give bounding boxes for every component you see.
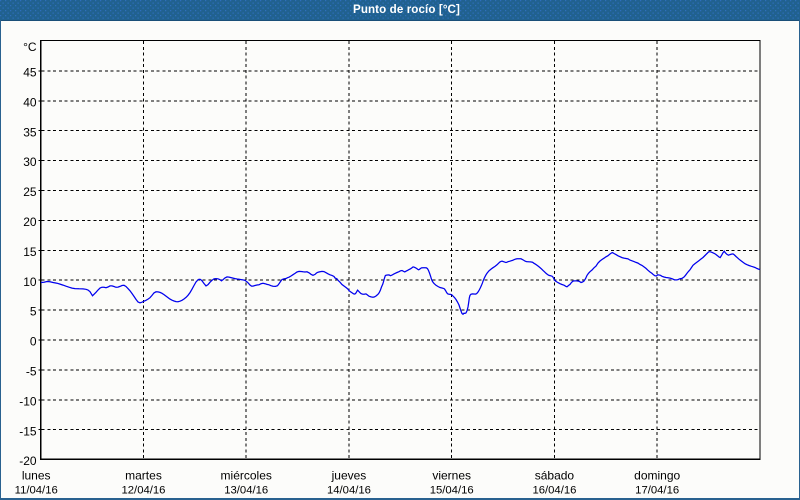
svg-text:viernes: viernes [432,468,471,482]
svg-text:-5: -5 [26,365,37,379]
svg-text:30: 30 [23,155,37,169]
svg-text:25: 25 [23,185,37,199]
svg-text:jueves: jueves [331,468,367,482]
svg-text:domingo: domingo [634,468,680,482]
svg-text:15: 15 [23,245,37,259]
svg-text:°C: °C [23,40,37,54]
svg-text:10: 10 [23,275,37,289]
svg-text:14/04/16: 14/04/16 [327,485,371,497]
svg-text:12/04/16: 12/04/16 [121,485,165,497]
svg-text:sábado: sábado [535,468,575,482]
svg-text:20: 20 [23,215,37,229]
svg-text:lunes: lunes [22,468,51,482]
svg-text:11/04/16: 11/04/16 [15,485,58,497]
svg-text:35: 35 [23,125,37,139]
svg-text:0: 0 [30,335,37,349]
svg-text:13/04/16: 13/04/16 [224,485,268,497]
svg-text:-15: -15 [19,424,37,438]
svg-text:15/04/16: 15/04/16 [430,485,474,497]
svg-text:40: 40 [23,95,37,109]
svg-text:16/04/16: 16/04/16 [532,485,576,497]
svg-text:martes: martes [125,468,162,482]
svg-text:-20: -20 [19,454,37,468]
svg-text:17/04/16: 17/04/16 [635,485,679,497]
svg-text:-10: -10 [19,394,37,408]
svg-text:miércoles: miércoles [221,468,272,482]
svg-text:45: 45 [23,66,37,80]
svg-text:5: 5 [30,305,37,319]
